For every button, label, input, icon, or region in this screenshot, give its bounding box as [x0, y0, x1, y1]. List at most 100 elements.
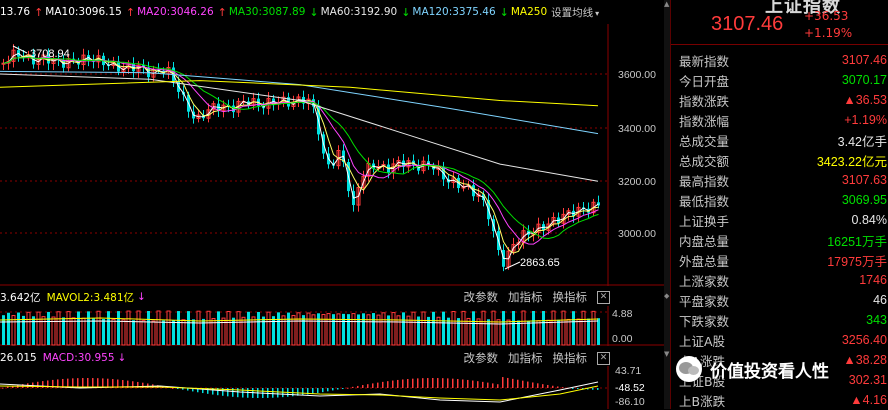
macd-tick-bottom: -86.10: [615, 396, 645, 408]
scroll-down-icon[interactable]: ▼: [664, 350, 670, 358]
switch-indicator-button[interactable]: 换指标: [552, 351, 588, 365]
macd-bar: [402, 379, 404, 388]
quote-panel: 上证指数 3107.46 +36.53 +1.19% 最新指数 3107.46 今日…: [670, 0, 888, 409]
macd-bar: [117, 379, 119, 388]
vertical-scrollbar[interactable]: [664, 0, 670, 409]
macd-bar: [517, 379, 519, 388]
volume-bar: [32, 316, 35, 345]
up-arrow-icon: ↑: [34, 5, 44, 19]
candle-body: [121, 67, 126, 73]
moving-average-lines: [0, 52, 599, 260]
volume-toolbar: 3.642亿 MAVOL2:3.481亿 ↓ 改参数 加指标 换指标 ✕: [0, 289, 610, 305]
volume-bar: [457, 318, 460, 345]
ma-settings-button[interactable]: 设置均线 ▾: [551, 6, 600, 19]
volume-bar: [442, 311, 445, 345]
volume-bar: [272, 316, 275, 345]
macd-bar: [557, 386, 559, 388]
volume-bar: [257, 311, 260, 345]
volume-bars: [0, 310, 600, 346]
volume-bar: [506, 319, 511, 346]
candlestick-chart[interactable]: 3600.00 3400.00 3200.00 3000.00 3708.94 286…: [0, 24, 664, 286]
volume-bar: [87, 311, 90, 345]
volume-bar: [287, 312, 290, 345]
index-name: 上证指数: [765, 0, 841, 17]
macd-bar: [97, 378, 99, 388]
macd-bar: [212, 388, 214, 395]
macd-bar: [337, 388, 339, 390]
volume-bar: [521, 310, 526, 346]
volume-bar: [461, 310, 466, 346]
volume-bar: [206, 310, 211, 346]
volume-bar: [366, 314, 371, 346]
close-icon[interactable]: ✕: [597, 351, 610, 365]
high-label: 3708.94: [30, 48, 70, 60]
volume-bar: [196, 310, 201, 346]
macd-chart[interactable]: 43.71 -48.52 -86.10: [0, 366, 664, 409]
add-indicator-button[interactable]: 加指标: [508, 290, 543, 304]
macd-bar: [497, 384, 499, 388]
macd-bar: [387, 381, 389, 388]
quote-label: 指数涨幅: [679, 113, 730, 129]
volume-chart[interactable]: 4.88 0.00: [0, 306, 664, 346]
scroll-handle-icon[interactable]: ◆: [664, 292, 670, 300]
macd-bar: [2, 387, 4, 389]
macd-bar: [242, 388, 244, 398]
macd-bar: [502, 377, 504, 388]
close-icon[interactable]: ✕: [597, 290, 610, 304]
volume-bar: [326, 313, 331, 346]
add-indicator-button[interactable]: 加指标: [508, 351, 543, 365]
volume-bar: [587, 318, 590, 345]
index-change-pct: +1.19%: [804, 26, 853, 40]
macd-bar: [597, 388, 599, 390]
price-axis: 3600.00 3400.00 3200.00 3000.00: [618, 69, 656, 240]
quote-row: 指数涨跌 ▲36.53: [679, 90, 887, 110]
down-arrow-icon: ↓: [309, 5, 319, 19]
volume-bar: [402, 312, 405, 345]
volume-bar: [351, 313, 356, 346]
candle-body: [381, 164, 386, 168]
change-param-button[interactable]: 改参数: [463, 351, 499, 365]
macd-bar: [452, 378, 454, 388]
low-label: 2863.65: [520, 257, 560, 269]
volume-bar: [472, 311, 475, 345]
macd-bar: [407, 379, 409, 388]
volume-bar: [277, 312, 280, 345]
macd-bar: [542, 384, 544, 388]
macd-bar: [62, 378, 64, 388]
volume-bar: [536, 320, 541, 346]
macd-bar: [472, 380, 474, 388]
volume-bar: [527, 320, 530, 345]
macd-bar: [177, 388, 179, 389]
scroll-up-icon[interactable]: ▲: [664, 0, 670, 8]
quote-row: 上证A股 3256.40: [679, 330, 887, 350]
macd-bar: [302, 388, 304, 396]
volume-bar: [391, 312, 396, 346]
macd-bar: [147, 383, 149, 388]
quote-value: 3107.63: [841, 173, 887, 187]
switch-indicator-button[interactable]: 换指标: [552, 290, 588, 304]
macd-grid: [0, 366, 609, 409]
macd-bar: [422, 378, 424, 388]
volume-bar: [466, 317, 471, 346]
volume-bar: [262, 316, 265, 345]
volume-bar: [117, 311, 120, 345]
volume-bar: [306, 312, 311, 346]
macd-bar: [232, 388, 234, 397]
volume-bar: [476, 318, 481, 346]
up-arrow-icon: ↑: [125, 5, 136, 19]
macd-bar: [547, 384, 549, 388]
macd-bar: [82, 378, 84, 388]
ma5-value: 13.76: [0, 6, 31, 18]
macd-bar: [112, 379, 114, 388]
macd-bar: [532, 382, 534, 388]
mavol-line: [0, 317, 599, 323]
macd-bar: [342, 388, 344, 389]
volume-bar: [136, 310, 141, 346]
volume-bar: [302, 315, 305, 345]
macd-bar: [322, 388, 324, 393]
macd-bar: [522, 380, 524, 388]
change-param-button[interactable]: 改参数: [463, 290, 499, 304]
macd-bar: [552, 385, 554, 388]
macd-bar: [427, 378, 429, 388]
wechat-icon: [676, 356, 702, 382]
